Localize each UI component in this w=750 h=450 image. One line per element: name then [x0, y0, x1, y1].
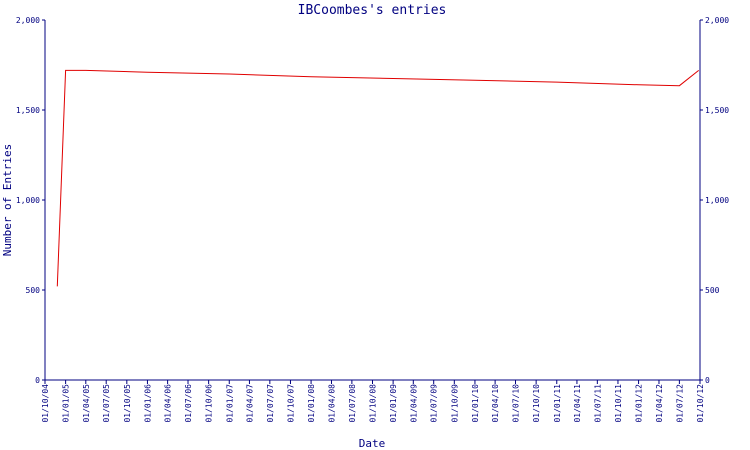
x-tick-label: 01/10/11	[614, 384, 623, 423]
x-tick-label: 01/01/07	[225, 384, 234, 423]
x-tick-label: 01/04/09	[409, 384, 418, 423]
x-tick-label: 01/04/05	[82, 384, 91, 423]
y-axis-left-ticks: 0 500 1,000 1,500 2,000	[16, 16, 45, 385]
x-tick-label: 01/10/05	[123, 384, 132, 423]
x-tick-label: 01/04/08	[327, 384, 336, 423]
x-axis-label: Date	[359, 437, 386, 450]
series-group	[56, 69, 700, 287]
chart-title: IBCoombes's entries	[298, 3, 447, 18]
x-tick-label: 01/01/10	[471, 384, 480, 423]
x-tick-label: 01/07/12	[675, 384, 684, 423]
x-tick-label: 01/01/05	[62, 384, 71, 423]
x-tick-label: 01/04/10	[491, 384, 500, 423]
y-tick-label-left: 0	[35, 376, 40, 385]
y-axis-label: Number of Entries	[1, 144, 14, 257]
x-tick-label: 01/07/09	[430, 384, 439, 423]
y-tick-label-left: 1,500	[16, 106, 40, 115]
x-tick-label: 01/07/06	[184, 384, 193, 423]
series-line-entries	[56, 69, 700, 287]
x-tick-label: 01/10/09	[450, 384, 459, 423]
x-tick-label: 01/10/12	[696, 384, 705, 423]
y-tick-label-right: 1,000	[705, 196, 729, 205]
x-tick-label: 01/01/08	[307, 384, 316, 423]
x-tick-label: 01/10/07	[286, 384, 295, 423]
x-tick-label: 01/04/11	[573, 384, 582, 423]
x-tick-label: 01/07/10	[512, 384, 521, 423]
x-tick-label: 01/10/04	[41, 384, 50, 423]
x-tick-label: 01/01/12	[635, 384, 644, 423]
y-tick-label-left: 2,000	[16, 16, 40, 25]
x-tick-label: 01/10/06	[205, 384, 214, 423]
x-tick-label: 01/01/09	[389, 384, 398, 423]
x-tick-label: 01/07/05	[102, 384, 111, 423]
x-tick-label: 01/01/11	[553, 384, 562, 423]
y-tick-label-right: 500	[705, 286, 720, 295]
axes	[44, 20, 701, 381]
y-tick-label-left: 500	[26, 286, 41, 295]
y-tick-label-left: 1,000	[16, 196, 40, 205]
x-tick-label: 01/10/10	[532, 384, 541, 423]
x-tick-label: 01/10/08	[369, 384, 378, 423]
x-tick-label: 01/04/06	[164, 384, 173, 423]
x-tick-label: 01/04/12	[655, 384, 664, 423]
x-tick-label: 01/07/07	[266, 384, 275, 423]
x-tick-label: 01/04/07	[245, 384, 254, 423]
x-tick-label: 01/01/06	[143, 384, 152, 423]
y-tick-label-right: 0	[705, 376, 710, 385]
x-axis-ticks: 01/10/04 01/01/05 01/04/05 01/07/05 01/10/05…	[41, 380, 705, 423]
x-tick-label: 01/07/11	[593, 384, 602, 423]
x-tick-label: 01/07/08	[348, 384, 357, 423]
y-tick-label-right: 2,000	[705, 16, 729, 25]
y-tick-label-right: 1,500	[705, 106, 729, 115]
y-axis-right-ticks: 0 500 1,000 1,500 2,000	[700, 16, 729, 385]
